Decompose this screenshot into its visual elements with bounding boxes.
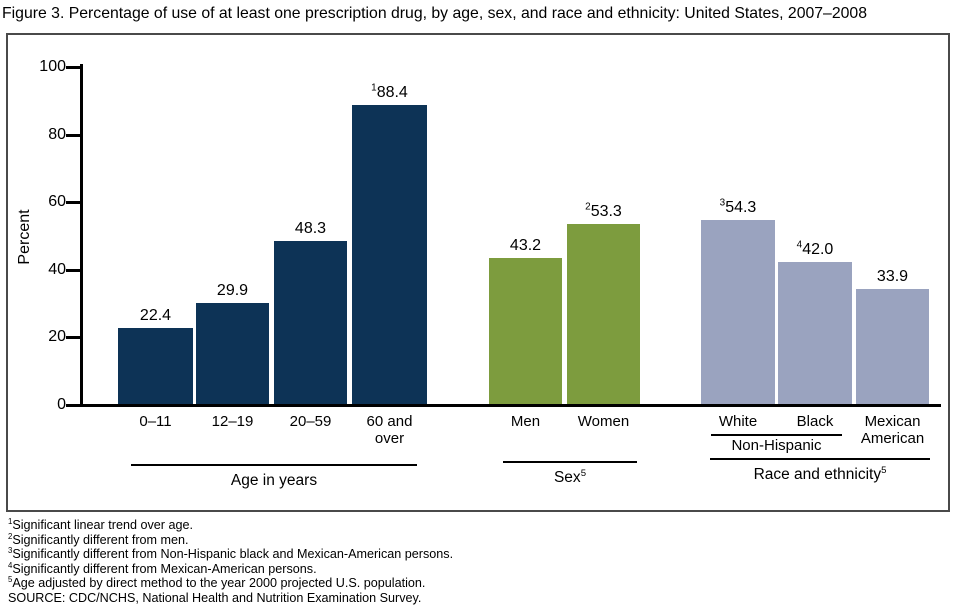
y-tick-label: 100 — [39, 58, 66, 75]
superscript: 3 — [719, 198, 726, 210]
bar-black — [778, 262, 852, 404]
x-axis-category-label: 12–19 — [211, 413, 254, 430]
footnotes: 1Significant linear trend over age. 2Sign… — [8, 516, 948, 606]
superscript: 5 — [580, 467, 587, 479]
bar-value-label: 43.2 — [509, 236, 542, 254]
y-tick-label: 60 — [48, 193, 66, 211]
bracket-line — [711, 434, 842, 436]
y-tick-label: 0 — [57, 396, 66, 413]
group-label: Age in years — [230, 472, 318, 489]
x-axis-category-label: Women — [577, 413, 630, 430]
group-underline — [710, 458, 930, 460]
y-tick — [66, 404, 80, 407]
x-axis-category-label: Black — [796, 413, 834, 430]
footnote-line: 2Significantly different from men. — [8, 531, 189, 547]
bracket-label: Non-Hispanic — [731, 437, 822, 454]
x-axis-category-label: 20–59 — [289, 413, 332, 430]
y-tick-label: 80 — [48, 125, 66, 143]
footnote-line: 4Significantly different from Mexican-Am… — [8, 560, 317, 576]
x-axis-line — [80, 404, 941, 407]
bar-value-label: 22.4 — [139, 307, 172, 325]
bar-value-label: 29.9 — [216, 281, 249, 299]
x-axis-category-label: Mexican American — [860, 413, 925, 447]
bar-value-label: 48.3 — [294, 219, 327, 237]
superscript: 1 — [8, 516, 13, 526]
bar-0–11 — [118, 328, 193, 404]
superscript: 3 — [8, 546, 13, 555]
bar-value-label: 442.0 — [796, 239, 834, 259]
superscript: 4 — [8, 560, 13, 570]
y-axis-line — [80, 64, 83, 407]
footnote-line: 5Age adjusted by direct method to the ye… — [8, 575, 426, 591]
y-tick — [66, 133, 80, 137]
footnote-line: 1Significant linear trend over age. — [8, 516, 193, 532]
bar-white — [701, 220, 775, 404]
group-underline — [131, 464, 417, 466]
y-tick — [66, 201, 80, 205]
x-axis-category-label: 60 and over — [366, 413, 413, 447]
bar-men — [489, 257, 562, 404]
bar-20–59 — [274, 240, 347, 404]
footnote-line: SOURCE: CDC/NCHS, National Health and Nu… — [8, 590, 422, 605]
bar-women — [567, 223, 640, 404]
superscript: 4 — [796, 239, 803, 251]
bar-value-label: 354.3 — [719, 198, 757, 217]
superscript: 5 — [881, 464, 887, 476]
y-tick — [66, 268, 80, 272]
x-axis-category-label: 0–11 — [139, 413, 172, 430]
superscript: 1 — [371, 82, 377, 94]
superscript: 5 — [8, 575, 13, 585]
figure-title: Figure 3. Percentage of use of at least … — [2, 5, 867, 22]
x-axis-category-label: White — [718, 413, 758, 430]
bar-60-and-over — [352, 105, 427, 404]
bar-value-label: 188.4 — [371, 82, 408, 102]
footnote-line: 3Significantly different from Non-Hispan… — [8, 546, 454, 562]
bar-value-label: 253.3 — [585, 201, 622, 220]
bar-value-label: 33.9 — [876, 268, 909, 286]
superscript: 2 — [8, 531, 13, 541]
x-axis-category-label: Men — [510, 413, 541, 430]
bar-12–19 — [196, 302, 269, 404]
y-tick-label: 40 — [48, 260, 66, 278]
y-tick-label: 20 — [48, 328, 66, 346]
superscript: 2 — [585, 201, 591, 213]
group-label: Race and ethnicity5 — [753, 464, 887, 483]
bar-mexican-american — [856, 289, 929, 404]
group-underline — [503, 461, 637, 463]
group-label: Sex5 — [553, 467, 587, 486]
y-tick — [66, 66, 80, 69]
y-tick — [66, 336, 80, 340]
